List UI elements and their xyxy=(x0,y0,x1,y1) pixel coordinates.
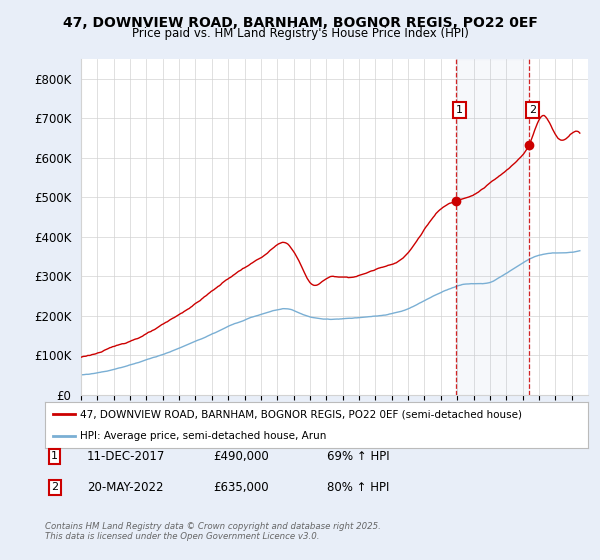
Text: HPI: Average price, semi-detached house, Arun: HPI: Average price, semi-detached house,… xyxy=(80,431,326,441)
Text: 47, DOWNVIEW ROAD, BARNHAM, BOGNOR REGIS, PO22 0EF (semi-detached house): 47, DOWNVIEW ROAD, BARNHAM, BOGNOR REGIS… xyxy=(80,409,522,419)
Text: Price paid vs. HM Land Registry's House Price Index (HPI): Price paid vs. HM Land Registry's House … xyxy=(131,27,469,40)
Text: £635,000: £635,000 xyxy=(213,480,269,494)
Text: Contains HM Land Registry data © Crown copyright and database right 2025.
This d: Contains HM Land Registry data © Crown c… xyxy=(45,522,381,542)
Text: 20-MAY-2022: 20-MAY-2022 xyxy=(87,480,163,494)
Text: 1: 1 xyxy=(51,451,58,461)
Text: 80% ↑ HPI: 80% ↑ HPI xyxy=(327,480,389,494)
Text: 69% ↑ HPI: 69% ↑ HPI xyxy=(327,450,389,463)
Text: 2: 2 xyxy=(51,482,58,492)
Text: 1: 1 xyxy=(456,105,463,115)
Text: 11-DEC-2017: 11-DEC-2017 xyxy=(87,450,166,463)
Bar xyxy=(457,59,529,395)
Text: 2: 2 xyxy=(529,105,536,115)
Text: £490,000: £490,000 xyxy=(213,450,269,463)
Text: 47, DOWNVIEW ROAD, BARNHAM, BOGNOR REGIS, PO22 0EF: 47, DOWNVIEW ROAD, BARNHAM, BOGNOR REGIS… xyxy=(62,16,538,30)
